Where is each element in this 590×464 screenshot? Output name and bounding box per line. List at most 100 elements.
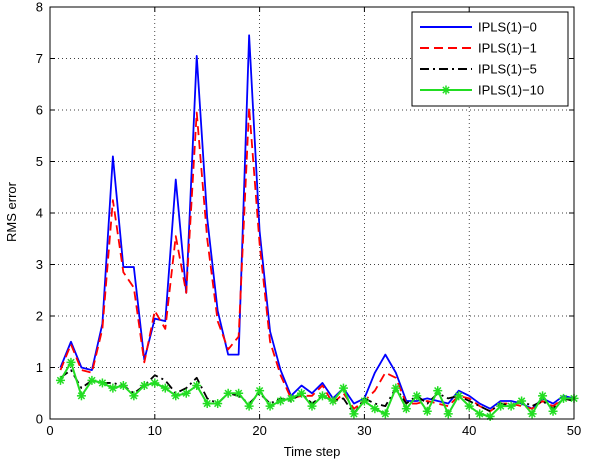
y-tick-label: 7 [36,51,43,66]
data-point-marker [297,388,307,398]
data-point-marker [307,401,317,411]
data-point-marker [506,401,516,411]
y-tick-label: 1 [36,360,43,375]
star-stroke [371,405,379,413]
star-stroke [266,402,274,410]
legend-label: IPLS(1)−1 [478,41,537,56]
star-stroke [224,389,232,397]
data-point-marker [464,401,474,411]
star-stroke [172,392,180,400]
legend-label: IPLS(1)−5 [478,62,537,77]
data-point-marker [391,383,401,393]
tick-labels: 0 10 20 30 40 50 0 1 2 3 4 5 6 7 8 [36,0,581,438]
star-stroke [67,358,75,367]
star-stroke [151,379,159,387]
data-point-marker [255,386,265,396]
data-point-marker [139,381,149,391]
y-tick-label: 0 [36,412,43,427]
star-stroke [413,392,421,400]
data-point-marker [265,401,275,411]
star-stroke [203,399,211,408]
star-stroke [56,376,65,385]
star-stroke [496,402,505,410]
star-stroke [213,399,222,408]
star-stroke [161,384,169,392]
series-layer [55,34,579,421]
y-tick-label: 4 [36,206,43,221]
star-stroke [130,392,138,400]
star-stroke [507,402,515,410]
y-tick-label: 5 [36,154,43,169]
data-point-marker [433,386,443,396]
y-tick-label: 6 [36,103,43,118]
data-point-marker [276,396,286,406]
star-stroke [98,379,107,387]
x-tick-label: 10 [148,423,162,438]
y-tick-label: 3 [36,257,43,272]
data-point-marker [87,375,97,385]
star-stroke [538,392,547,400]
data-point-marker [475,409,485,419]
series-0 [59,34,575,410]
data-point-marker [150,378,160,388]
data-point-marker [527,409,537,419]
legend-label: IPLS(1)−10 [478,83,544,98]
star-stroke [402,405,411,413]
star-stroke [77,392,86,400]
series-line [59,34,575,410]
star-stroke [559,394,568,403]
data-point-marker [171,391,181,401]
star-stroke [517,397,526,405]
star-stroke [234,389,243,397]
data-point-marker [548,406,558,416]
data-point-marker [338,383,348,393]
data-point-marker [108,383,118,393]
data-point-marker [129,391,139,401]
x-tick-label: 20 [252,423,266,438]
data-point-marker [160,383,170,393]
axes-box [49,6,575,420]
star-stroke [297,389,306,397]
data-point-marker [359,396,369,406]
data-point-marker [286,393,296,403]
data-point-marker [328,396,338,406]
data-point-marker [538,391,548,401]
series-3 [55,357,579,421]
legend: IPLS(1)−0 IPLS(1)−1 IPLS(1)−5 IPLS(1)−10 [411,11,569,107]
star-stroke [308,402,316,410]
data-point-marker [349,409,359,419]
data-point-marker [118,381,128,391]
data-point-marker [559,393,569,403]
star-stroke [276,397,285,405]
legend-marker [441,85,451,95]
data-point-marker [234,388,244,398]
data-point-marker [66,357,76,367]
star-stroke [455,392,463,400]
star-stroke [287,394,295,403]
data-point-marker [485,411,495,421]
data-point-marker [517,396,527,406]
star-stroke [140,381,149,390]
star-stroke [465,402,473,410]
star-stroke [88,376,96,385]
star-stroke [339,384,348,392]
data-point-marker [76,391,86,401]
data-point-marker [454,391,464,401]
data-point-marker [192,381,202,391]
star-stroke [381,410,390,418]
y-tick-label: 2 [36,309,43,324]
star-stroke [549,407,557,415]
star-stroke [442,86,450,94]
x-tick-label: 50 [567,423,581,438]
data-point-marker [213,399,223,409]
x-axis-label: Time step [284,444,341,459]
x-tick-label: 40 [462,423,476,438]
x-tick-label: 0 [46,423,53,438]
data-point-marker [55,375,65,385]
star-stroke [329,397,337,405]
data-point-marker [412,391,422,401]
series-2 [59,369,575,415]
data-point-marker [202,399,212,409]
data-point-marker [380,409,390,419]
